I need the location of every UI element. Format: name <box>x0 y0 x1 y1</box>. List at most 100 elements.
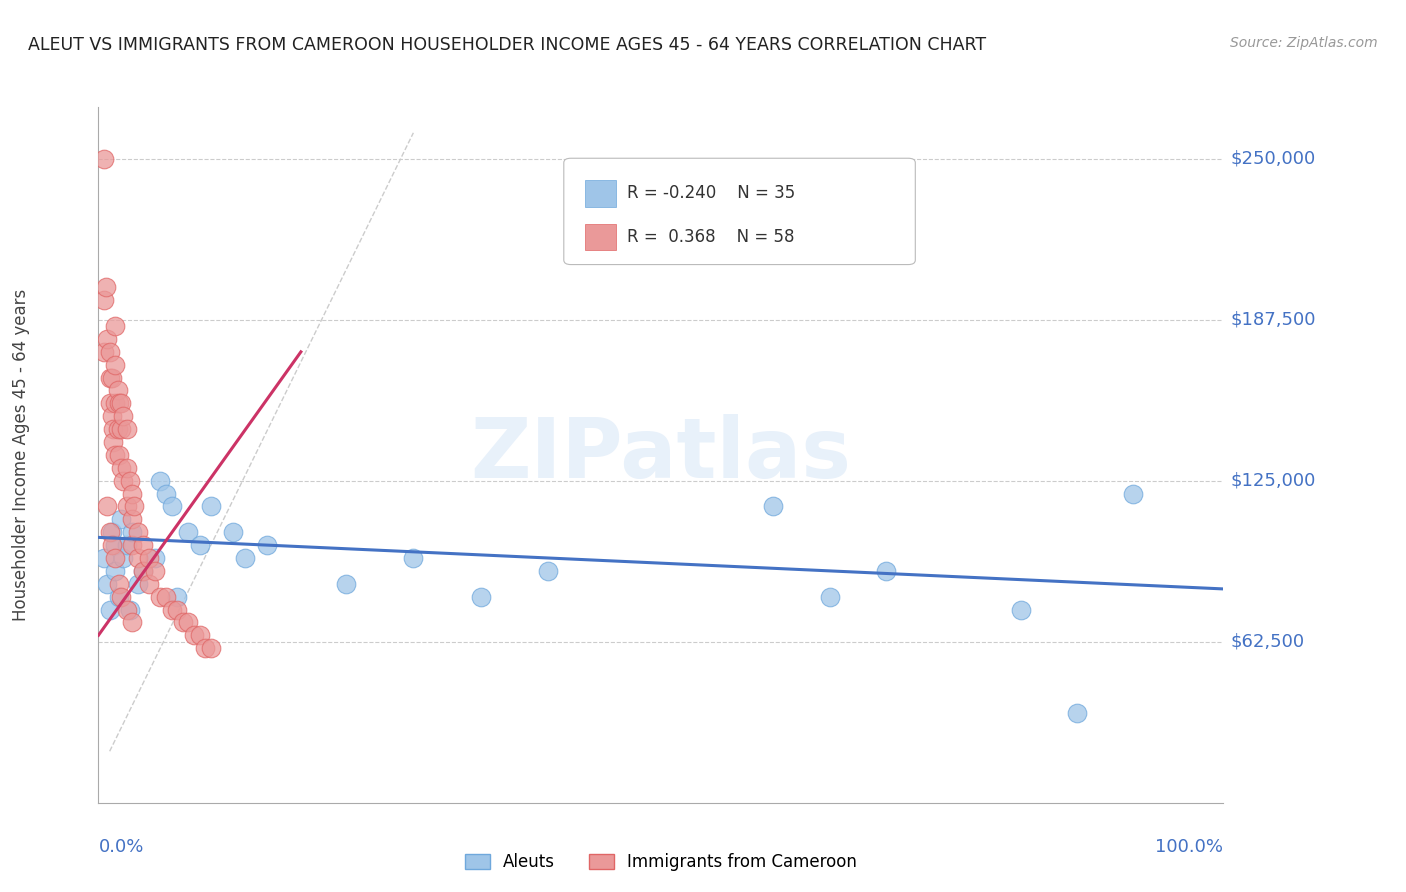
Point <box>256 538 278 552</box>
Point <box>101 422 124 436</box>
Point <box>115 602 138 616</box>
Point <box>177 615 200 630</box>
Point <box>93 344 115 359</box>
Point <box>96 280 118 294</box>
Point <box>110 590 132 604</box>
Point <box>98 344 121 359</box>
Point <box>470 590 492 604</box>
Point <box>104 551 127 566</box>
Point <box>104 396 127 410</box>
Point <box>101 370 124 384</box>
Text: Householder Income Ages 45 - 64 years: Householder Income Ages 45 - 64 years <box>13 289 30 621</box>
Point <box>98 525 121 540</box>
Point <box>335 576 357 591</box>
Point <box>107 384 129 398</box>
Point <box>155 486 177 500</box>
Point <box>96 576 118 591</box>
Point <box>104 358 127 372</box>
Point <box>1122 486 1144 500</box>
Point <box>143 551 166 566</box>
Point <box>172 615 194 630</box>
Point <box>98 370 121 384</box>
Point <box>104 319 127 334</box>
Point <box>132 564 155 578</box>
Point <box>93 293 115 308</box>
Point <box>121 615 143 630</box>
Point <box>233 551 256 566</box>
Point <box>115 460 138 475</box>
Point <box>537 564 560 578</box>
Point <box>98 602 121 616</box>
Text: $250,000: $250,000 <box>1230 150 1316 168</box>
Point <box>115 538 138 552</box>
Text: R =  0.368    N = 58: R = 0.368 N = 58 <box>627 228 794 246</box>
Point <box>188 628 211 642</box>
Point <box>183 628 205 642</box>
Text: 100.0%: 100.0% <box>1156 838 1223 856</box>
Text: 0.0%: 0.0% <box>98 838 143 856</box>
Point <box>115 500 138 514</box>
Point <box>160 602 183 616</box>
Point <box>107 590 129 604</box>
Point <box>121 512 143 526</box>
Point <box>107 422 129 436</box>
Point <box>762 500 785 514</box>
Point <box>143 564 166 578</box>
Point <box>101 525 124 540</box>
Point <box>115 422 138 436</box>
Point <box>200 641 222 656</box>
Point <box>107 576 129 591</box>
Point <box>124 500 146 514</box>
Point <box>112 474 135 488</box>
Point <box>149 590 172 604</box>
Point <box>194 641 217 656</box>
Point <box>96 332 118 346</box>
Point <box>110 396 132 410</box>
Point <box>875 564 897 578</box>
Text: Source: ZipAtlas.com: Source: ZipAtlas.com <box>1230 36 1378 50</box>
Point <box>121 538 143 552</box>
Point <box>118 602 141 616</box>
Point <box>1066 706 1088 720</box>
Point <box>200 500 222 514</box>
Text: $62,500: $62,500 <box>1230 632 1305 651</box>
Point <box>132 538 155 552</box>
Point <box>127 576 149 591</box>
Point <box>166 602 188 616</box>
Point <box>107 448 129 462</box>
Point <box>127 525 149 540</box>
Point <box>101 538 124 552</box>
Text: R = -0.240    N = 35: R = -0.240 N = 35 <box>627 184 796 202</box>
Point <box>132 564 155 578</box>
Point <box>98 396 121 410</box>
Point <box>101 435 124 450</box>
Point <box>138 576 160 591</box>
Point <box>110 460 132 475</box>
Point <box>138 551 160 566</box>
Point <box>121 525 143 540</box>
Point <box>1010 602 1032 616</box>
Point <box>160 500 183 514</box>
Point <box>101 409 124 424</box>
Point <box>188 538 211 552</box>
Point <box>166 590 188 604</box>
Point <box>112 409 135 424</box>
Point <box>222 525 245 540</box>
Point <box>96 500 118 514</box>
Point <box>127 551 149 566</box>
Point <box>93 551 115 566</box>
Point <box>104 448 127 462</box>
Text: ALEUT VS IMMIGRANTS FROM CAMEROON HOUSEHOLDER INCOME AGES 45 - 64 YEARS CORRELAT: ALEUT VS IMMIGRANTS FROM CAMEROON HOUSEH… <box>28 36 986 54</box>
Point <box>110 422 132 436</box>
Text: ZIPatlas: ZIPatlas <box>471 415 851 495</box>
Point <box>110 512 132 526</box>
Point <box>402 551 425 566</box>
Point <box>112 551 135 566</box>
Point <box>121 486 143 500</box>
Point <box>155 590 177 604</box>
Point <box>104 564 127 578</box>
Point <box>818 590 841 604</box>
Point <box>177 525 200 540</box>
Point <box>104 538 127 552</box>
Point <box>107 396 129 410</box>
